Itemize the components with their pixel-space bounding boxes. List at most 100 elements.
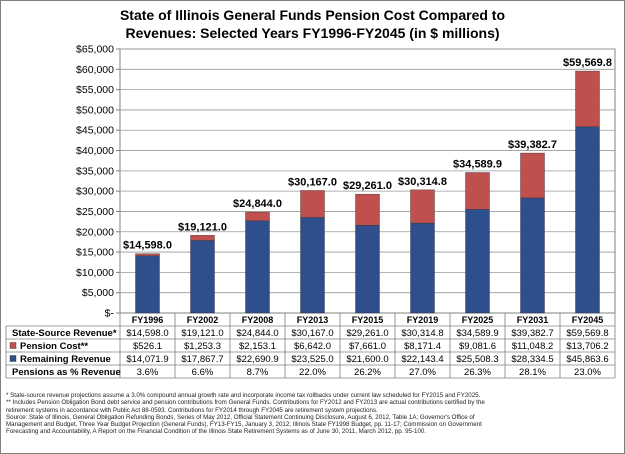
table-cell: $7,661.0 bbox=[349, 341, 386, 352]
bar-segment bbox=[355, 193, 380, 226]
y-tick-label: $50,000 bbox=[76, 104, 114, 116]
table-cell: $45,863.6 bbox=[566, 354, 608, 365]
x-tick-label: FY2013 bbox=[297, 315, 329, 325]
bar-total-label: $30,167.0 bbox=[288, 176, 337, 188]
bar-segment bbox=[190, 240, 215, 314]
y-tick-label: $55,000 bbox=[76, 84, 114, 96]
footnote-line: Source: State of Illinois, General Oblig… bbox=[6, 413, 475, 421]
x-tick-label: FY1996 bbox=[132, 315, 164, 325]
footnote-line: retirement systems in accordance with Pu… bbox=[6, 406, 378, 414]
table-cell: $34,589.9 bbox=[456, 328, 498, 339]
bar-segment bbox=[575, 70, 600, 127]
bar-segment bbox=[465, 209, 490, 314]
footnote-line: Forecasting and Accountability, A Report… bbox=[6, 428, 427, 436]
footnote-line: * State-source revenue projections assum… bbox=[6, 392, 481, 399]
chart-title: State of Illinois General Funds Pension … bbox=[0, 6, 625, 42]
footnotes: * State-source revenue projections assum… bbox=[6, 392, 618, 436]
y-tick-label: $20,000 bbox=[76, 226, 114, 238]
table-cell: 28.1% bbox=[519, 367, 546, 378]
bar-segment bbox=[520, 152, 545, 199]
table-row-label: Remaining Revenue bbox=[20, 354, 111, 365]
table-cell: $6,642.0 bbox=[294, 341, 331, 352]
bar-segment bbox=[135, 253, 160, 257]
x-tick-label: FY2002 bbox=[187, 315, 219, 325]
y-tick-label: $25,000 bbox=[76, 206, 114, 218]
legend-swatch bbox=[9, 342, 17, 349]
table-cell: $1,253.3 bbox=[184, 341, 221, 352]
bar-segment bbox=[575, 126, 600, 314]
bar-total-label: $14,598.0 bbox=[123, 240, 172, 252]
table-cell: $9,081.6 bbox=[459, 341, 496, 352]
table-row-label: State-Source Revenue* bbox=[12, 328, 117, 339]
bar-total-label: $30,314.8 bbox=[398, 176, 447, 188]
legend-swatch bbox=[9, 355, 17, 362]
y-tick-label: $- bbox=[105, 308, 115, 320]
table-cell: $23,525.0 bbox=[291, 354, 333, 365]
table-cell: $28,334.5 bbox=[511, 354, 553, 365]
y-tick-label: $35,000 bbox=[76, 165, 114, 177]
x-tick-label: FY2008 bbox=[242, 315, 274, 325]
table-cell: 8.7% bbox=[247, 367, 269, 378]
bar-total-label: $24,844.0 bbox=[233, 198, 282, 210]
table-cell: $11,048.2 bbox=[512, 341, 554, 352]
y-tick-label: $60,000 bbox=[76, 64, 114, 76]
x-tick-label: FY2031 bbox=[517, 315, 549, 325]
bar-segment bbox=[300, 190, 325, 218]
table-cell: $29,261.0 bbox=[346, 328, 388, 339]
y-tick-label: $45,000 bbox=[76, 125, 114, 137]
stacked-bar-chart: $- $5,000 $10,000 $15,000 $20,000 $25,000 $30,… bbox=[5, 44, 616, 379]
chart-title-line-1: State of Illinois General Funds Pension … bbox=[119, 7, 506, 23]
x-tick-label: FY2025 bbox=[462, 315, 494, 325]
table-cell: $526.1 bbox=[133, 341, 162, 352]
table-cell: $14,071.9 bbox=[126, 354, 168, 365]
bar-total-label: $59,569.8 bbox=[563, 57, 612, 69]
y-tick-label: $65,000 bbox=[76, 44, 114, 56]
table-cell: $19,121.0 bbox=[181, 328, 223, 339]
bar-total-label: $34,589.9 bbox=[453, 159, 502, 171]
table-cell: $24,844.0 bbox=[236, 328, 278, 339]
y-tick-label: $40,000 bbox=[76, 145, 114, 157]
y-tick-label: $5,000 bbox=[82, 287, 114, 299]
bar-segment bbox=[355, 225, 380, 314]
table-cell: $21,600.0 bbox=[346, 354, 388, 365]
table-cell: $39,382.7 bbox=[511, 328, 553, 339]
bar-segment bbox=[135, 255, 160, 314]
bar-segment bbox=[245, 220, 270, 314]
table-cell: $22,690.9 bbox=[236, 354, 278, 365]
table-cell: 22.0% bbox=[299, 367, 326, 378]
table-cell: $25,508.3 bbox=[456, 354, 498, 365]
table-cell: $22,143.4 bbox=[401, 354, 443, 365]
table-cell: $13,706.2 bbox=[566, 341, 608, 352]
bar-segment bbox=[410, 222, 435, 314]
bar-segment bbox=[190, 235, 215, 241]
table-row-label: Pensions as % Revenue bbox=[12, 367, 121, 378]
y-tick-label: $30,000 bbox=[76, 186, 114, 198]
table-cell: $17,867.7 bbox=[181, 354, 223, 365]
footnote-line: Management and Budget, Three Year Budget… bbox=[6, 421, 482, 429]
x-tick-label: FY2015 bbox=[352, 315, 384, 325]
table-cell: 23.0% bbox=[574, 367, 601, 378]
bar-segment bbox=[410, 189, 435, 224]
bar-total-label: $39,382.7 bbox=[508, 139, 557, 151]
table-cell: $8,171.4 bbox=[404, 341, 441, 352]
table-cell: $14,598.0 bbox=[126, 328, 168, 339]
table-cell: $2,153.1 bbox=[239, 341, 276, 352]
y-tick-label: $10,000 bbox=[76, 267, 114, 279]
y-tick-label: $15,000 bbox=[76, 247, 114, 259]
x-tick-label: FY2045 bbox=[572, 315, 604, 325]
table-cell: $59,569.8 bbox=[566, 328, 608, 339]
footnote-line: ** Includes Pension Obligation Bond debt… bbox=[6, 399, 485, 407]
table-cell: 3.6% bbox=[137, 367, 159, 378]
table-cell: 26.2% bbox=[354, 367, 381, 378]
table-cell: 6.6% bbox=[192, 367, 214, 378]
table-cell: 27.0% bbox=[409, 367, 436, 378]
table-cell: $30,314.8 bbox=[401, 328, 443, 339]
x-tick-label: FY2019 bbox=[407, 315, 439, 325]
bar-segment bbox=[300, 217, 325, 314]
bar-segment bbox=[465, 172, 490, 210]
chart-title-line-2: Revenues: Selected Years FY1996-FY2045 (… bbox=[125, 25, 500, 41]
bar-total-label: $19,121.0 bbox=[178, 221, 227, 233]
table-cell: 26.3% bbox=[464, 367, 491, 378]
table-cell: $30,167.0 bbox=[291, 328, 333, 339]
table-row-label: Pension Cost** bbox=[20, 341, 88, 352]
